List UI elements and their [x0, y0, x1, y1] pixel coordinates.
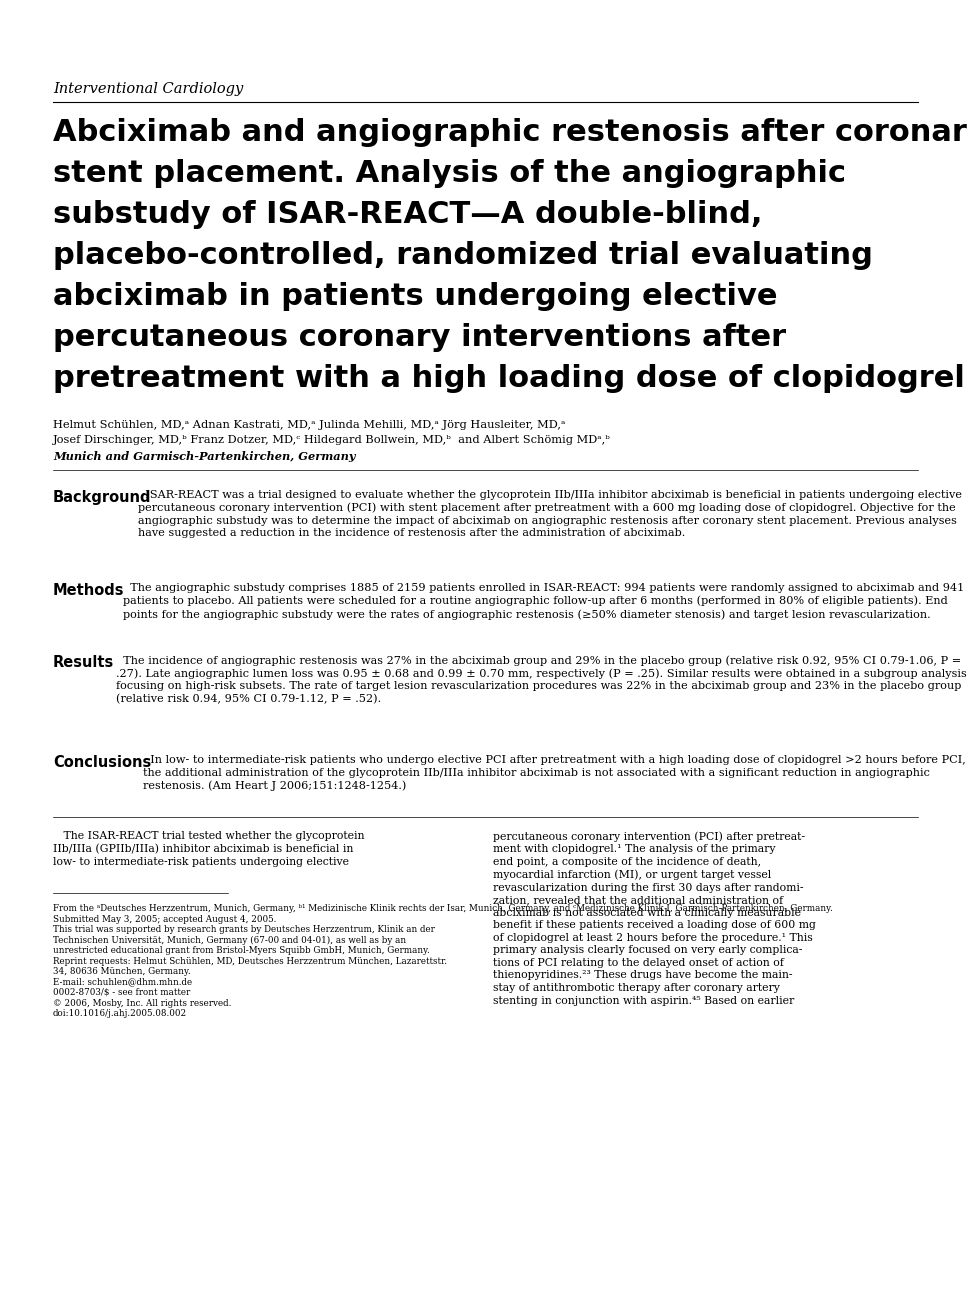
Text: Technischen Universität, Munich, Germany (67-00 and 04-01), as well as by an: Technischen Universität, Munich, Germany…: [53, 936, 406, 945]
Text: The angiographic substudy comprises 1885 of 2159 patients enrolled in ISAR-REACT: The angiographic substudy comprises 1885…: [123, 583, 964, 620]
Text: Reprint requests: Helmut Schühlen, MD, Deutsches Herzzentrum München, Lazarettst: Reprint requests: Helmut Schühlen, MD, D…: [53, 957, 447, 966]
Text: percutaneous coronary intervention (PCI) after pretreat-
ment with clopidogrel.¹: percutaneous coronary intervention (PCI)…: [493, 831, 816, 1006]
Text: percutaneous coronary interventions after: percutaneous coronary interventions afte…: [53, 324, 786, 352]
Text: 34, 80636 München, Germany.: 34, 80636 München, Germany.: [53, 967, 190, 976]
Text: © 2006, Mosby, Inc. All rights reserved.: © 2006, Mosby, Inc. All rights reserved.: [53, 998, 231, 1007]
Text: substudy of ISAR-REACT—A double-blind,: substudy of ISAR-REACT—A double-blind,: [53, 200, 763, 228]
Text: doi:10.1016/j.ahj.2005.08.002: doi:10.1016/j.ahj.2005.08.002: [53, 1009, 188, 1018]
Text: Munich and Garmisch-Partenkirchen, Germany: Munich and Garmisch-Partenkirchen, Germa…: [53, 452, 356, 462]
Text: Josef Dirschinger, MD,ᵇ Franz Dotzer, MD,ᶜ Hildegard Bollwein, MD,ᵇ  and Albert : Josef Dirschinger, MD,ᵇ Franz Dotzer, MD…: [53, 435, 611, 445]
Text: abciximab in patients undergoing elective: abciximab in patients undergoing electiv…: [53, 282, 777, 311]
Text: Submitted May 3, 2005; accepted August 4, 2005.: Submitted May 3, 2005; accepted August 4…: [53, 915, 277, 924]
Text: Methods: Methods: [53, 583, 125, 598]
Text: Helmut Schühlen, MD,ᵃ Adnan Kastrati, MD,ᵃ Julinda Mehilli, MD,ᵃ Jörg Hausleiter: Helmut Schühlen, MD,ᵃ Adnan Kastrati, MD…: [53, 420, 566, 431]
Text: From the ᵃDeutsches Herzzentrum, Munich, Germany, ᵇ¹ Medizinische Klinik rechts : From the ᵃDeutsches Herzzentrum, Munich,…: [53, 904, 833, 913]
Text: ISAR-REACT was a trial designed to evaluate whether the glycoprotein IIb/IIIa in: ISAR-REACT was a trial designed to evalu…: [138, 489, 962, 539]
Text: 0002-8703/$ - see front matter: 0002-8703/$ - see front matter: [53, 988, 190, 997]
Text: This trial was supported by research grants by Deutsches Herzzentrum, Klinik an : This trial was supported by research gra…: [53, 925, 435, 934]
Text: stent placement. Analysis of the angiographic: stent placement. Analysis of the angiogr…: [53, 159, 846, 188]
Text: pretreatment with a high loading dose of clopidogrel: pretreatment with a high loading dose of…: [53, 364, 965, 393]
Text: Conclusions: Conclusions: [53, 756, 151, 770]
Text: placebo-controlled, randomized trial evaluating: placebo-controlled, randomized trial eva…: [53, 241, 873, 270]
Text: Results: Results: [53, 655, 114, 669]
Text: Background: Background: [53, 489, 152, 505]
Text: unrestricted educational grant from Bristol-Myers Squibb GmbH, Munich, Germany.: unrestricted educational grant from Bris…: [53, 946, 429, 955]
Text: Interventional Cardiology: Interventional Cardiology: [53, 82, 244, 97]
Text: The incidence of angiographic restenosis was 27% in the abciximab group and 29% : The incidence of angiographic restenosis…: [116, 655, 967, 705]
Text: Abciximab and angiographic restenosis after coronary: Abciximab and angiographic restenosis af…: [53, 117, 967, 147]
Text: E-mail: schuhlen@dhm.mhn.de: E-mail: schuhlen@dhm.mhn.de: [53, 977, 192, 987]
Text: In low- to intermediate-risk patients who undergo elective PCI after pretreatmen: In low- to intermediate-risk patients wh…: [143, 756, 966, 791]
Text: The ISAR-REACT trial tested whether the glycoprotein
IIb/IIIa (GPIIb/IIIa) inhib: The ISAR-REACT trial tested whether the …: [53, 831, 365, 867]
